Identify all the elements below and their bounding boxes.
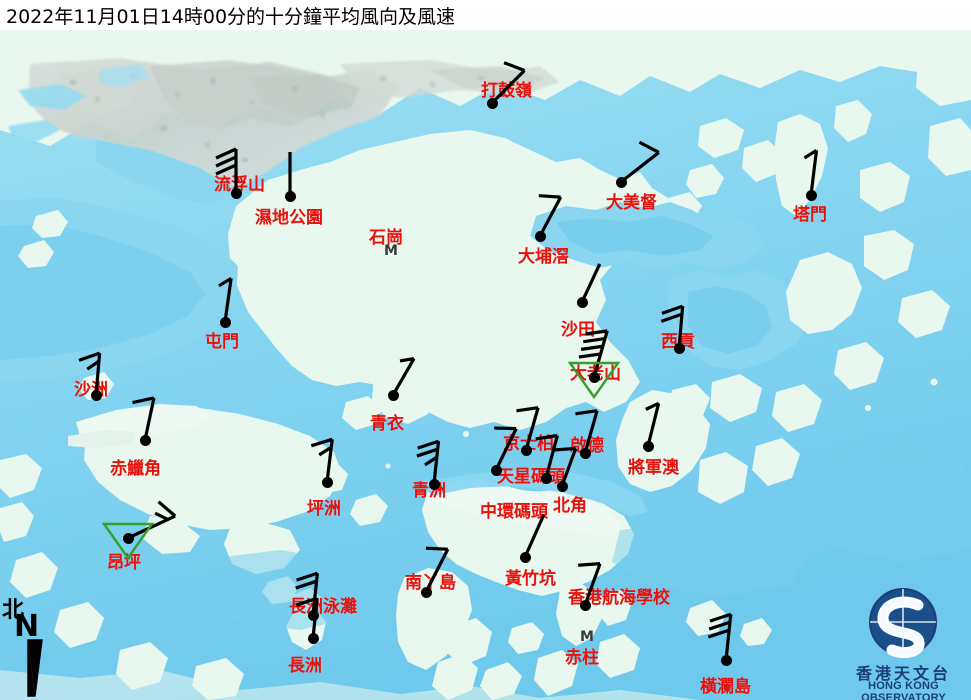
station-dot-cheung-chau [307,632,319,644]
wind-barb-central-pier [494,426,518,471]
station-label-cheung-chau: 長洲 [288,656,322,676]
missing-marker-shek-kong: M [384,243,398,259]
map-basemap [0,30,971,700]
station-label-chek-lap-kok: 赤鱲角 [110,459,161,479]
station-dot-chek-lap-kok [139,434,151,446]
station-dot-lamma-island [420,586,432,598]
wind-barb-kings-park [516,406,540,451]
station-label-central-pier: 中環碼頭 [480,502,548,522]
station-dot-tuen-mun [219,316,231,328]
station-dot-green-island [428,478,440,490]
station-dot-wetland-park [284,190,296,202]
wind-barb-peng-chau [310,437,334,483]
station-dot-lau-fau-shan [230,187,242,199]
wind-barb-kai-tak [575,409,599,454]
wind-barb-cheung-chau-beach [295,571,319,616]
wind-barb-waglan-island [707,612,733,661]
hko-logo-text-en: HONG KONG OBSERVATORY [861,680,946,700]
station-dot-peng-chau [321,476,333,488]
station-dot-star-ferry [540,472,552,484]
station-dot-tates-cairn [588,371,600,383]
station-label-wetland-park: 濕地公園 [255,208,323,228]
station-label-tsing-yi: 青衣 [370,414,404,434]
station-label-tai-po-kau: 大埔滘 [518,247,569,267]
station-label-waglan-island: 橫瀾島 [700,677,751,697]
wind-barb-cheung-chau [295,596,319,639]
wind-barb-lau-fau-shan [215,147,238,193]
station-label-lau-fau-shan: 流浮山 [214,175,265,195]
gale-triangle-ngong-ping [101,522,155,561]
station-label-wong-chuk-hang: 黃竹坑 [505,569,556,589]
wind-barb-ngong-ping [127,500,177,540]
title-bar: 2022年11月01日14時00分的十分鐘平均風向及風速 [0,0,971,30]
station-dot-sha-tin [576,296,588,308]
station-label-tuen-mun: 屯門 [205,332,239,352]
wind-barb-tai-po-kau [538,194,563,237]
station-dot-tai-po-kau [534,230,546,242]
station-label-hk-sea-school: 香港航海學校 [568,588,670,608]
station-dot-sha-chau [90,389,102,401]
wind-barb-ta-kwu-ling [490,61,526,105]
station-label-tap-mun: 塔門 [793,205,827,225]
wind-barb-chek-lap-kok [132,396,156,441]
station-dot-kai-tak [579,447,591,459]
station-dot-waglan-island [720,654,732,666]
hko-logo: 香港天文台 HONG KONG OBSERVATORY [836,588,971,700]
wind-barb-tap-mun [803,148,819,196]
compass-label-en: N [14,609,40,644]
station-dot-kings-park [520,444,532,456]
wind-barb-hk-sea-school [578,562,602,606]
station-dot-ta-kwu-ling [486,97,498,109]
wind-barb-sai-kung [660,304,685,349]
station-dot-tseung-kwan-o [642,440,654,452]
compass-rose: 北 N [2,592,68,700]
station-dot-tai-mei-tuk [615,176,627,188]
wind-barb-north-point [553,446,578,487]
wind-barb-green-island [416,439,441,485]
map-canvas[interactable]: 打鼓嶺流浮山濕地公園M石崗大美督大埔滘塔門屯門沙洲赤鱲角沙田西貢大老山青衣京士柏… [0,30,971,700]
station-dot-wong-chuk-hang [519,551,531,563]
station-dot-north-point [556,480,568,492]
station-dot-hk-sea-school [579,599,591,611]
wind-barb-sha-tin [580,263,602,303]
wind-barb-tseung-kwan-o [645,401,661,447]
station-label-tseung-kwan-o: 將軍澳 [628,458,679,478]
station-label-peng-chau: 坪洲 [307,499,341,519]
station-label-stanley: 赤柱 [565,648,599,668]
station-label-shek-kong: 石崗 [369,228,403,248]
north-arrow-icon [27,639,43,697]
wind-barb-sha-chau [78,351,102,396]
wind-barb-star-ferry [535,433,559,479]
station-label-tai-mei-tuk: 大美督 [606,193,657,213]
missing-marker-stanley: M [580,629,594,645]
wind-barb-tsing-yi [391,357,416,396]
wind-barb-wong-chuk-hang [523,514,546,558]
gale-triangle-tates-cairn [567,361,621,400]
wind-barb-tuen-mun [218,277,233,323]
wind-barb-wetland-park [288,152,292,196]
station-dot-cheung-chau-beach [307,609,319,621]
station-label-ngong-ping: 昂坪 [107,553,141,573]
hko-logo-mark [869,588,937,658]
station-label-north-point: 北角 [553,496,587,516]
station-dot-ngong-ping [122,532,134,544]
station-dot-sai-kung [673,342,685,354]
station-label-ta-kwu-ling: 打鼓嶺 [481,81,532,101]
wind-barb-tai-mei-tuk [620,140,660,184]
station-dot-tap-mun [805,189,817,201]
wind-barb-lamma-island [424,546,450,593]
wind-barb-tates-cairn [578,329,609,378]
compass-label-cn: 北 [2,598,25,623]
page-title: 2022年11月01日14時00分的十分鐘平均風向及風速 [6,6,456,28]
station-dot-tsing-yi [387,389,399,401]
station-dot-central-pier [490,464,502,476]
hko-logo-text-cn: 香港天文台 [855,664,951,683]
